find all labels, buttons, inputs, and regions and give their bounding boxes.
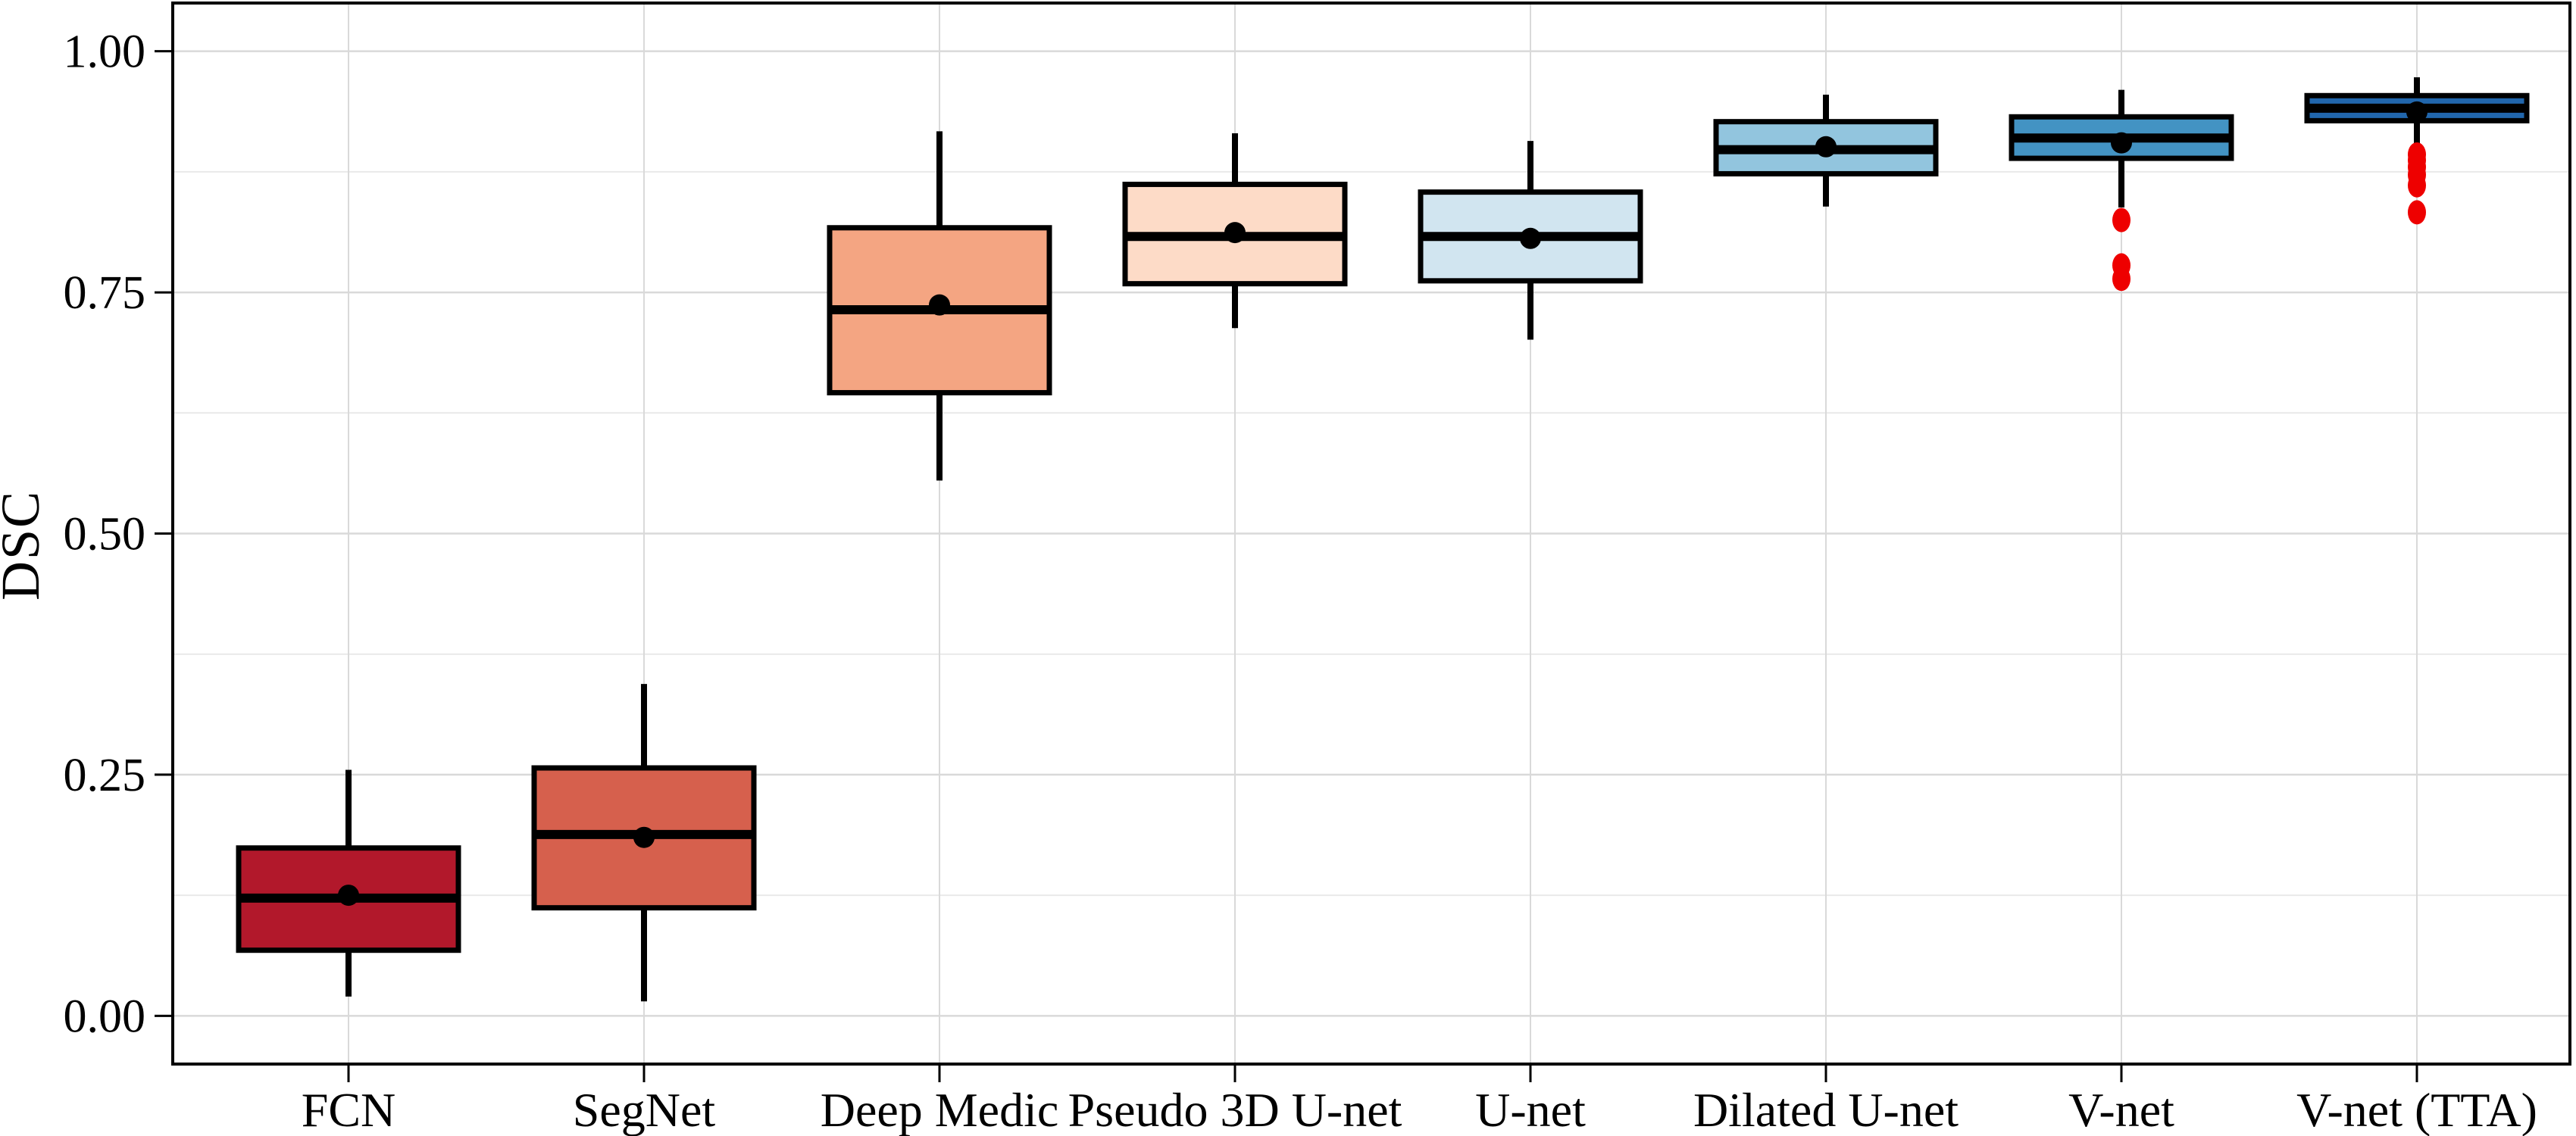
y-tick-label: 0.25: [64, 750, 146, 801]
mean-dot: [929, 294, 950, 316]
boxplot-pseudo-3d-u-net: [1122, 133, 1348, 329]
boxplot-fcn: [236, 769, 461, 997]
y-tick-label: 0.50: [64, 509, 146, 560]
mean-dot: [1815, 136, 1837, 158]
mean-dot: [1224, 222, 1246, 244]
axes-layer: 0.00 0.25 0.50 0.75 1.00 FCN SegNet Deep Medic P…: [64, 2, 2571, 1136]
mean-dot: [2111, 132, 2132, 154]
boxplot-v-net-tta: [2304, 77, 2530, 225]
x-axis-category-label: SegNet: [573, 1083, 716, 1136]
y-axis-title: DSC: [0, 489, 51, 601]
x-axis-category-label: V-net: [2068, 1083, 2174, 1136]
boxplot-segnet: [531, 684, 757, 1002]
y-tick-label: 0.75: [64, 267, 146, 319]
mean-dot: [1520, 227, 1541, 249]
x-axis-category-label: V-net (TTA): [2296, 1083, 2537, 1136]
boxplot-v-net: [2009, 89, 2234, 292]
x-axis-category-label: Deep Medic: [821, 1083, 1059, 1136]
boxplot-u-net: [1418, 141, 1643, 340]
mean-dot: [338, 885, 359, 907]
boxplot-dilated-u-net: [1713, 94, 1939, 207]
outlier-point: [2112, 208, 2131, 233]
outlier-point: [2408, 200, 2426, 225]
x-axis-category-label: U-net: [1475, 1083, 1586, 1136]
y-tick-label: 0.00: [64, 991, 146, 1042]
boxes-layer: [236, 77, 2530, 1002]
boxplot-deep-medic: [827, 131, 1052, 481]
outlier-point: [2408, 173, 2426, 198]
x-axis-category-label: FCN: [302, 1083, 396, 1136]
x-axis-category-label: Pseudo 3D U-net: [1068, 1083, 1402, 1136]
outlier-point: [2112, 267, 2131, 292]
y-tick-label: 1.00: [64, 27, 146, 78]
x-axis-category-label: Dilated U-net: [1693, 1083, 1959, 1136]
mean-dot: [633, 826, 655, 848]
mean-dot: [2406, 101, 2428, 123]
